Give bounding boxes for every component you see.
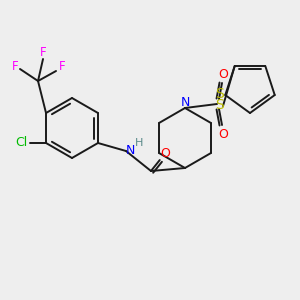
Text: S: S	[215, 87, 224, 101]
Text: O: O	[160, 147, 170, 160]
Text: N: N	[180, 95, 190, 109]
Text: O: O	[218, 68, 228, 80]
Text: N: N	[125, 143, 135, 157]
Text: F: F	[59, 61, 65, 74]
Text: S: S	[214, 98, 224, 112]
Text: Cl: Cl	[15, 136, 27, 149]
Text: F: F	[12, 59, 18, 73]
Text: O: O	[218, 128, 228, 140]
Text: H: H	[135, 138, 143, 148]
Text: F: F	[40, 46, 46, 59]
